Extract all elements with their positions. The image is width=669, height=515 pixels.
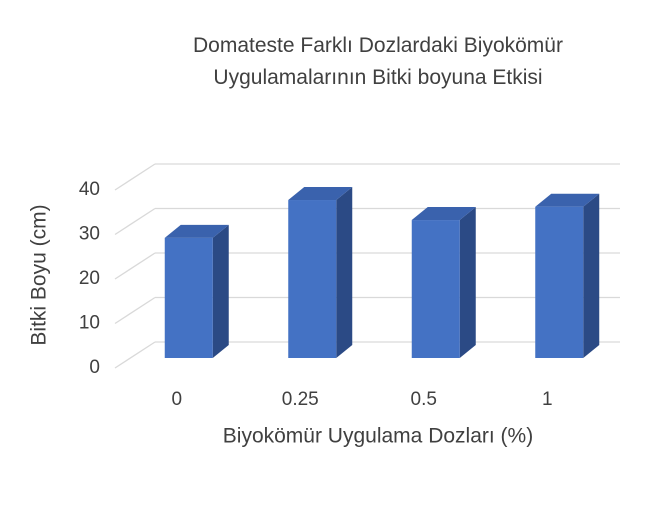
bar-top xyxy=(164,224,229,238)
bar xyxy=(535,206,584,358)
bar-side xyxy=(336,187,353,358)
y-tick-label: 10 xyxy=(79,313,100,334)
x-tick-label: 0.25 xyxy=(282,389,319,410)
x-axis-label: Biyokömür Uygulama Dozları (%) xyxy=(223,425,533,448)
grid-line xyxy=(114,207,156,236)
chart-title: Domateste Farklı Dozlardaki Biyokömür Uy… xyxy=(193,34,563,89)
grid-line xyxy=(114,341,156,369)
bar xyxy=(288,200,337,358)
y-tick-label: 30 xyxy=(79,224,100,245)
x-tick-label: 0.5 xyxy=(411,389,437,410)
y-tick-label: 0 xyxy=(89,357,100,378)
bar-side xyxy=(459,207,476,358)
grid-line xyxy=(114,163,156,191)
bar-top xyxy=(411,207,476,221)
y-tick-label: 40 xyxy=(79,179,100,200)
x-tick-label: 0 xyxy=(171,389,182,410)
grid-line xyxy=(114,296,156,325)
bar-top xyxy=(535,193,600,207)
bar xyxy=(164,237,213,358)
bar-top xyxy=(288,187,353,201)
y-axis-label: Bitki Boyu (cm) xyxy=(28,204,51,345)
grid-line xyxy=(114,252,156,280)
bar-side xyxy=(583,193,600,358)
bar-side xyxy=(212,224,229,358)
y-tick-label: 20 xyxy=(79,268,100,289)
bar xyxy=(411,220,460,358)
x-tick-label: 1 xyxy=(542,389,553,410)
